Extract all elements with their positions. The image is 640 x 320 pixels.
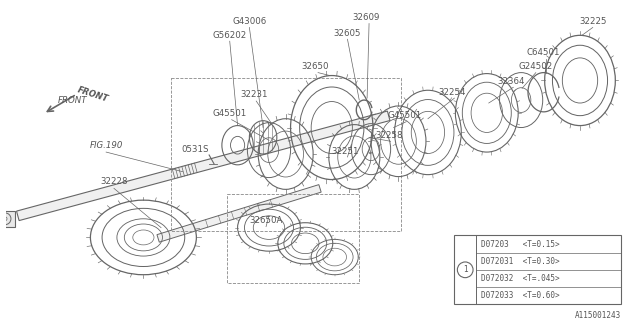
Text: FRONT: FRONT	[77, 85, 110, 103]
Polygon shape	[17, 111, 390, 220]
Text: 32231: 32231	[241, 90, 268, 99]
Text: G45501: G45501	[387, 111, 422, 120]
Text: 32609: 32609	[353, 13, 380, 22]
Text: D072033  <T=0.60>: D072033 <T=0.60>	[481, 291, 559, 300]
Text: 32605: 32605	[333, 29, 361, 38]
Text: 32225: 32225	[579, 17, 607, 26]
Text: D072032  <T=.045>: D072032 <T=.045>	[481, 274, 559, 283]
Text: A115001243: A115001243	[575, 311, 621, 320]
Text: D07203   <T=0.15>: D07203 <T=0.15>	[481, 240, 559, 249]
Text: D072031  <T=0.30>: D072031 <T=0.30>	[481, 257, 559, 266]
Bar	[454, 236, 621, 304]
Text: 32254: 32254	[438, 88, 466, 97]
Text: 0531S: 0531S	[182, 145, 209, 154]
Text: 32650A: 32650A	[250, 216, 283, 225]
Text: 1: 1	[463, 265, 468, 274]
Text: 32650: 32650	[301, 62, 329, 71]
Text: C64501: C64501	[527, 49, 561, 58]
Text: G24502: G24502	[519, 62, 553, 71]
Polygon shape	[0, 211, 15, 227]
Text: FIG.190: FIG.190	[90, 141, 123, 150]
Bar	[171, 78, 401, 231]
Text: FRONT: FRONT	[58, 96, 88, 105]
Text: G43006: G43006	[232, 17, 266, 26]
Text: 32258: 32258	[375, 131, 403, 140]
Text: 32228: 32228	[100, 177, 128, 186]
Text: 32251: 32251	[332, 147, 359, 156]
Text: 32364: 32364	[497, 77, 525, 86]
Polygon shape	[157, 185, 321, 242]
Text: G56202: G56202	[212, 31, 247, 40]
Bar	[227, 194, 359, 283]
Text: G45501: G45501	[212, 109, 247, 118]
